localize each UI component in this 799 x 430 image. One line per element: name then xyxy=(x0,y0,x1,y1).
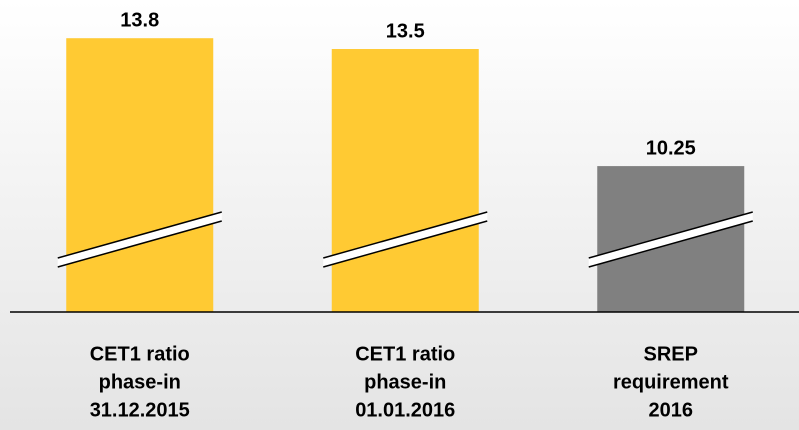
value-label: 13.5 xyxy=(386,20,425,42)
x-tick-label: 01.01.2016 xyxy=(355,399,455,421)
axis-break-line xyxy=(588,211,753,259)
x-tick-label: CET1 ratio xyxy=(355,343,455,365)
axis-break-line xyxy=(57,211,222,259)
x-tick-label: phase-in xyxy=(99,371,181,393)
axis-break-line xyxy=(323,220,488,268)
axis-break-line xyxy=(57,220,222,268)
axis-break-line xyxy=(323,211,488,259)
axis-break-line xyxy=(588,220,753,268)
axis-break xyxy=(588,212,753,267)
x-tick-label: 2016 xyxy=(649,399,694,421)
axis-break xyxy=(57,212,222,267)
value-label: 13.8 xyxy=(120,9,159,31)
x-tick-label: requirement xyxy=(613,371,729,393)
x-tick-label: SREP xyxy=(644,343,698,365)
axis-break xyxy=(323,212,488,267)
value-label: 10.25 xyxy=(646,137,696,159)
bar xyxy=(66,38,214,312)
x-tick-label: 31.12.2015 xyxy=(90,399,190,421)
bar xyxy=(331,49,479,313)
x-tick-label: phase-in xyxy=(364,371,446,393)
x-tick-label: CET1 ratio xyxy=(90,343,190,365)
